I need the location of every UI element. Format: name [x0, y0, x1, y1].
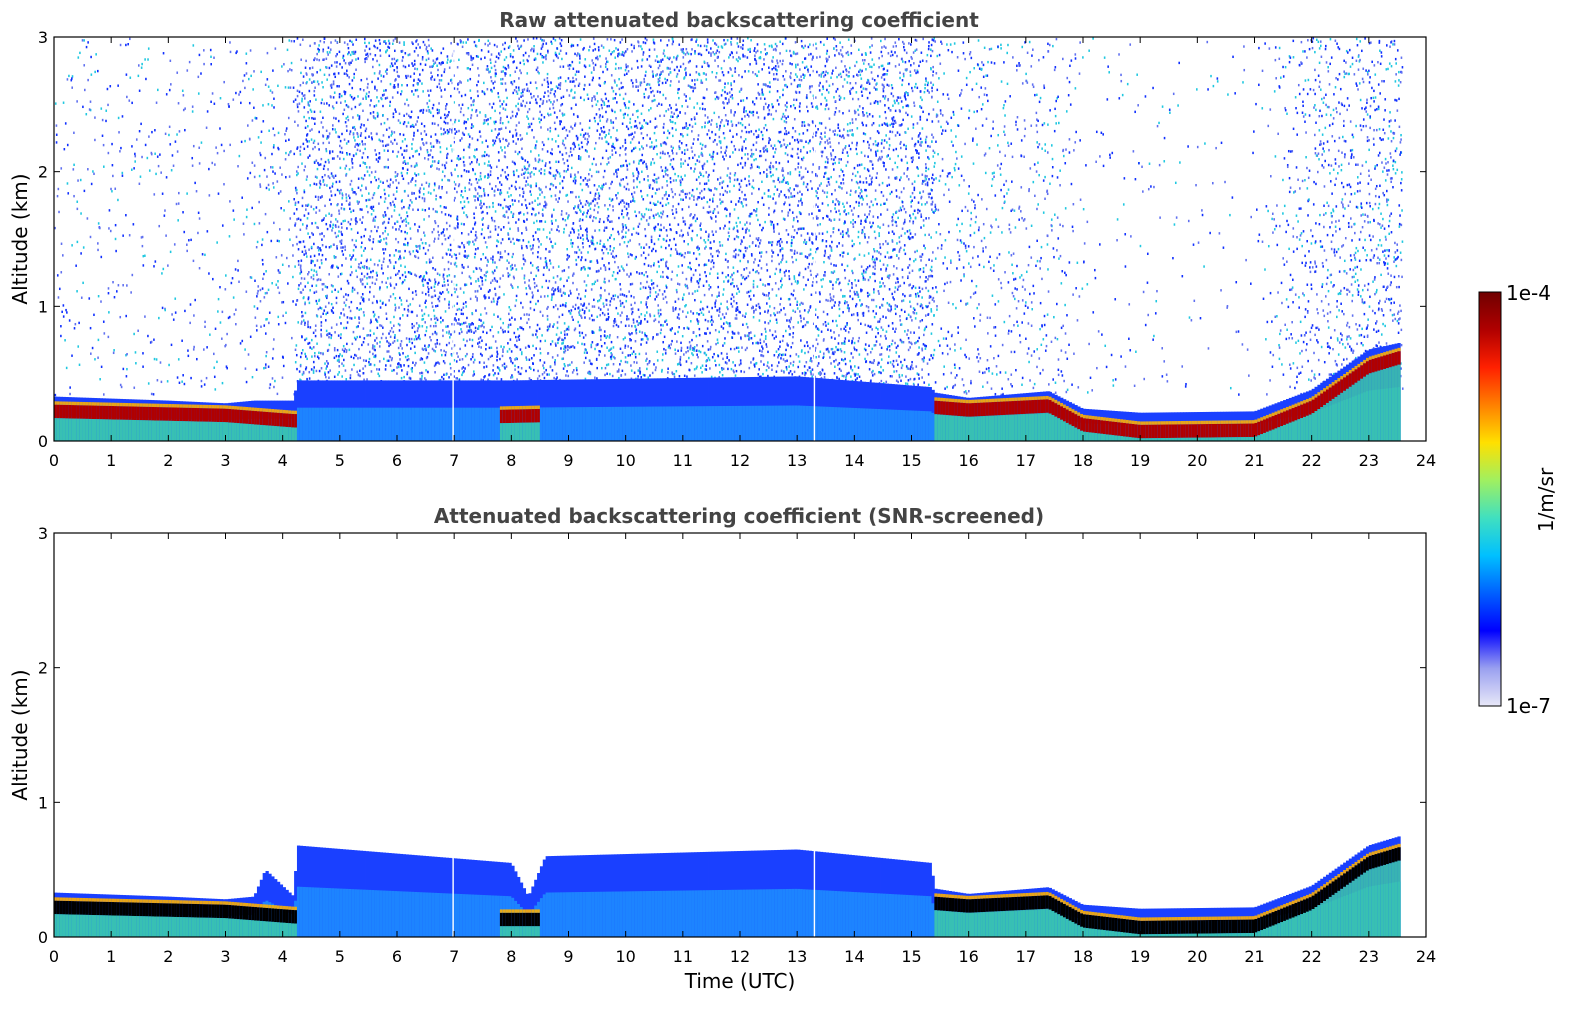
colorbar: 1e-4 1e-7 1/m/sr — [1478, 281, 1558, 718]
panel-raw: Raw attenuated backscattering coefficien… — [8, 8, 1436, 470]
x-tick-label: 24 — [1416, 451, 1436, 470]
x-tick-label: 13 — [787, 947, 807, 966]
heatmap-area — [54, 37, 1404, 441]
panel-screened: Attenuated backscattering coefficient (S… — [8, 504, 1436, 993]
colorbar-gradient — [1478, 291, 1502, 707]
y-tick-label: 1 — [38, 793, 48, 812]
data-gaps — [452, 533, 816, 937]
x-tick-label: 8 — [506, 947, 516, 966]
x-tick-label: 4 — [278, 451, 288, 470]
x-tick-label: 14 — [844, 947, 864, 966]
x-tick-label: 15 — [901, 451, 921, 470]
y-tick-labels: 0 1 2 3 — [38, 524, 1426, 947]
x-tick-label: 13 — [787, 451, 807, 470]
x-axis-label: Time (UTC) — [684, 969, 796, 993]
x-tick-label: 3 — [220, 451, 230, 470]
x-tick-label: 0 — [49, 947, 59, 966]
colorbar-unit-label: 1/m/sr — [1534, 467, 1558, 532]
x-tick-label: 19 — [1130, 451, 1150, 470]
y-tick-label: 2 — [38, 659, 48, 678]
x-tick-label: 10 — [615, 947, 635, 966]
y-axis-label: Altitude (km) — [8, 669, 32, 800]
x-tick-label: 20 — [1187, 947, 1207, 966]
x-tick-label: 7 — [449, 451, 459, 470]
y-axis-label: Altitude (km) — [8, 173, 32, 304]
x-tick-label: 16 — [958, 451, 978, 470]
x-tick-label: 8 — [506, 451, 516, 470]
x-tick-label: 6 — [392, 451, 402, 470]
chart-title: Attenuated backscattering coefficient (S… — [434, 504, 1044, 528]
x-tick-label: 23 — [1359, 451, 1379, 470]
y-tick-label: 1 — [38, 297, 48, 316]
x-tick-label: 6 — [392, 947, 402, 966]
x-tick-label: 10 — [615, 451, 635, 470]
noise-speckle — [54, 37, 1404, 397]
y-tick-label: 0 — [38, 928, 48, 947]
x-tick-label: 2 — [163, 947, 173, 966]
y-tick-label: 3 — [38, 28, 48, 47]
y-tick-labels: 0 1 2 3 — [38, 28, 1426, 451]
y-tick-label: 2 — [38, 163, 48, 182]
x-tick-label: 4 — [278, 947, 288, 966]
boundary-layer — [54, 342, 1401, 441]
x-tick-label: 1 — [106, 947, 116, 966]
x-tick-label: 22 — [1301, 947, 1321, 966]
x-tick-label: 14 — [844, 451, 864, 470]
x-tick-label: 21 — [1244, 947, 1264, 966]
x-tick-label: 9 — [563, 451, 573, 470]
x-tick-label: 19 — [1130, 947, 1150, 966]
y-tick-label: 0 — [38, 432, 48, 451]
x-tick-label: 7 — [449, 947, 459, 966]
y-tick-label: 3 — [38, 524, 48, 543]
x-tick-labels: 0 1 2 3 4 5 6 7 8 9 10 11 12 13 14 15 16 17 18 19 20 21 22 23 24 — [49, 533, 1436, 966]
x-tick-labels: 0 1 2 3 4 5 6 7 8 9 10 11 12 13 14 15 16 17 18 19 20 21 22 23 24 — [49, 37, 1436, 470]
data-gaps — [452, 37, 816, 441]
x-tick-label: 18 — [1073, 451, 1093, 470]
x-tick-label: 3 — [220, 947, 230, 966]
colorbar-min-label: 1e-7 — [1506, 694, 1551, 718]
colorbar-max-label: 1e-4 — [1506, 281, 1551, 305]
x-tick-label: 9 — [563, 947, 573, 966]
x-tick-label: 5 — [335, 451, 345, 470]
x-tick-label: 11 — [673, 947, 693, 966]
x-tick-label: 21 — [1244, 451, 1264, 470]
x-tick-label: 16 — [958, 947, 978, 966]
boundary-layer — [54, 836, 1401, 937]
x-tick-label: 2 — [163, 451, 173, 470]
x-tick-label: 17 — [1016, 947, 1036, 966]
x-tick-label: 1 — [106, 451, 116, 470]
x-tick-label: 11 — [673, 451, 693, 470]
x-tick-label: 0 — [49, 451, 59, 470]
x-tick-label: 12 — [730, 451, 750, 470]
x-tick-label: 24 — [1416, 947, 1436, 966]
x-tick-label: 15 — [901, 947, 921, 966]
x-tick-label: 22 — [1301, 451, 1321, 470]
x-tick-label: 20 — [1187, 451, 1207, 470]
x-tick-label: 5 — [335, 947, 345, 966]
x-tick-label: 17 — [1016, 451, 1036, 470]
heatmap-area — [54, 533, 1401, 937]
x-tick-label: 18 — [1073, 947, 1093, 966]
chart-title: Raw attenuated backscattering coefficien… — [499, 8, 979, 32]
x-tick-label: 23 — [1359, 947, 1379, 966]
x-tick-label: 12 — [730, 947, 750, 966]
